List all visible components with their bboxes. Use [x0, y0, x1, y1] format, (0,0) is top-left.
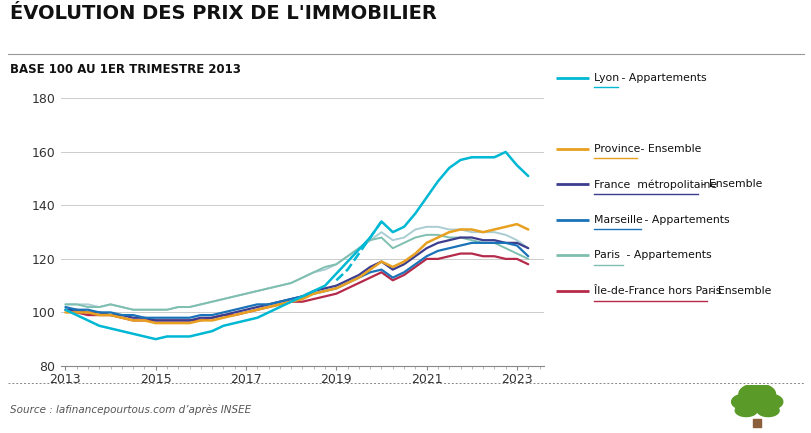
Text: ÉVOLUTION DES PRIX DE L'IMMOBILIER: ÉVOLUTION DES PRIX DE L'IMMOBILIER	[10, 4, 436, 23]
Polygon shape	[755, 394, 782, 410]
Polygon shape	[731, 394, 757, 410]
Text: Paris: Paris	[594, 250, 623, 261]
Text: - Ensemble: - Ensemble	[706, 286, 770, 296]
Polygon shape	[757, 404, 779, 417]
Text: - Appartements: - Appartements	[622, 250, 710, 261]
Text: Source : lafinancepourtous.com d’après INSEE: Source : lafinancepourtous.com d’après I…	[10, 405, 251, 415]
Text: - Appartements: - Appartements	[617, 73, 706, 83]
Polygon shape	[740, 395, 772, 412]
Text: France  métropolitaine: France métropolitaine	[594, 179, 717, 190]
Text: Île-de-France hors Paris: Île-de-France hors Paris	[594, 286, 721, 296]
Polygon shape	[738, 384, 775, 404]
Text: Marseille: Marseille	[594, 215, 646, 225]
Text: - Appartements: - Appartements	[641, 215, 729, 225]
Text: Province: Province	[594, 144, 643, 154]
Text: - Ensemble: - Ensemble	[697, 179, 762, 190]
Text: Lyon: Lyon	[594, 73, 622, 83]
Polygon shape	[735, 404, 756, 417]
Text: - Ensemble: - Ensemble	[636, 144, 700, 154]
Text: BASE 100 AU 1ER TRIMESTRE 2013: BASE 100 AU 1ER TRIMESTRE 2013	[10, 63, 240, 76]
